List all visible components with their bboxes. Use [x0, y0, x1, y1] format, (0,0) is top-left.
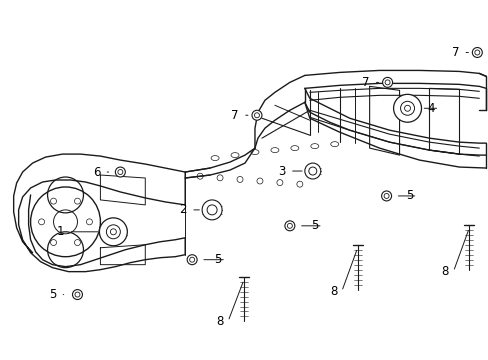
- Circle shape: [187, 255, 197, 265]
- Text: 2: 2: [179, 203, 186, 216]
- Circle shape: [304, 163, 320, 179]
- Circle shape: [285, 221, 294, 231]
- Circle shape: [382, 77, 392, 87]
- Circle shape: [110, 229, 116, 235]
- Text: 3: 3: [278, 165, 285, 177]
- Text: 7: 7: [451, 46, 458, 59]
- Text: 8: 8: [441, 265, 448, 278]
- Text: 5: 5: [310, 219, 318, 232]
- Text: 7: 7: [361, 76, 368, 89]
- Circle shape: [251, 110, 262, 120]
- Text: 7: 7: [231, 109, 238, 122]
- Text: 5: 5: [405, 189, 412, 202]
- Circle shape: [404, 105, 410, 111]
- Text: 4: 4: [427, 102, 434, 115]
- Circle shape: [99, 218, 127, 246]
- Circle shape: [471, 48, 481, 58]
- Circle shape: [115, 167, 125, 177]
- Text: 5: 5: [214, 253, 222, 266]
- Text: 5: 5: [49, 288, 56, 301]
- Circle shape: [393, 94, 421, 122]
- Text: 8: 8: [329, 285, 337, 298]
- Circle shape: [202, 200, 222, 220]
- Text: 6: 6: [93, 166, 100, 179]
- Circle shape: [72, 289, 82, 300]
- Text: 1: 1: [57, 225, 64, 238]
- Circle shape: [381, 191, 391, 201]
- Text: 8: 8: [216, 315, 224, 328]
